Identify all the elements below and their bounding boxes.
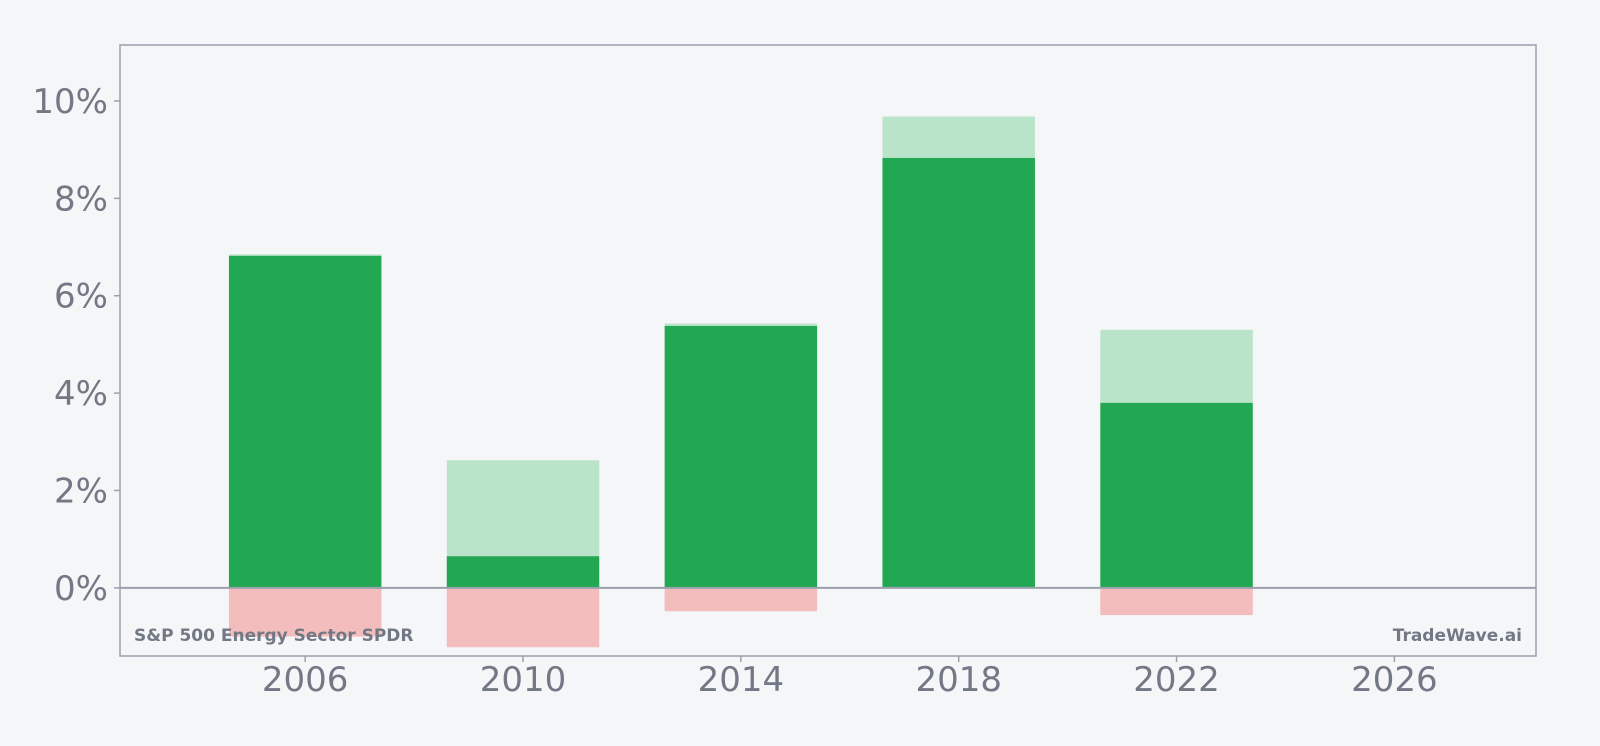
y-tick-label-0: 0% [54, 569, 108, 609]
bar-value-2 [664, 325, 818, 588]
source-label: S&P 500 Energy Sector SPDR [134, 626, 414, 646]
bar-value-3 [882, 157, 1035, 588]
y-tick-label-2: 4% [54, 374, 108, 414]
bar-group-2 [664, 323, 818, 612]
bars-layer [228, 116, 1253, 648]
bar-high-1 [446, 460, 600, 557]
bar-value-4 [1100, 402, 1253, 588]
x-tick-label-0: 2006 [262, 660, 349, 700]
bar-value-0 [228, 255, 382, 588]
bar-group-3 [882, 116, 1035, 588]
y-tick-label-1: 2% [54, 471, 108, 511]
y-tick-label-5: 10% [32, 82, 108, 122]
x-axis: 2006 2010 2014 2018 2022 2026 [262, 656, 1438, 700]
bar-group-4 [1100, 329, 1253, 616]
bar-low-4 [1100, 587, 1253, 616]
bar-group-0 [228, 254, 382, 637]
x-tick-label-3: 2018 [915, 660, 1002, 700]
bar-value-1 [446, 556, 600, 588]
plot-frame [119, 44, 1537, 657]
bar-low-2 [664, 587, 818, 612]
y-axis: 0% 2% 4% 6% 8% 10% [32, 82, 120, 609]
bar-high-3 [882, 116, 1035, 158]
bar-high-4 [1100, 329, 1253, 403]
y-tick-label-3: 6% [54, 277, 108, 317]
bar-high-0 [228, 254, 382, 256]
x-tick-label-5: 2026 [1351, 660, 1438, 700]
bar-low-0 [228, 587, 382, 637]
x-tick-label-2: 2014 [698, 660, 785, 700]
x-tick-label-4: 2022 [1133, 660, 1220, 700]
x-tick-label-1: 2010 [480, 660, 567, 700]
watermark-label: TradeWave.ai [1393, 626, 1522, 646]
bar-low-1 [446, 587, 600, 648]
bar-high-2 [664, 323, 818, 326]
y-tick-label-4: 8% [54, 179, 108, 219]
bar-group-1 [446, 460, 600, 648]
